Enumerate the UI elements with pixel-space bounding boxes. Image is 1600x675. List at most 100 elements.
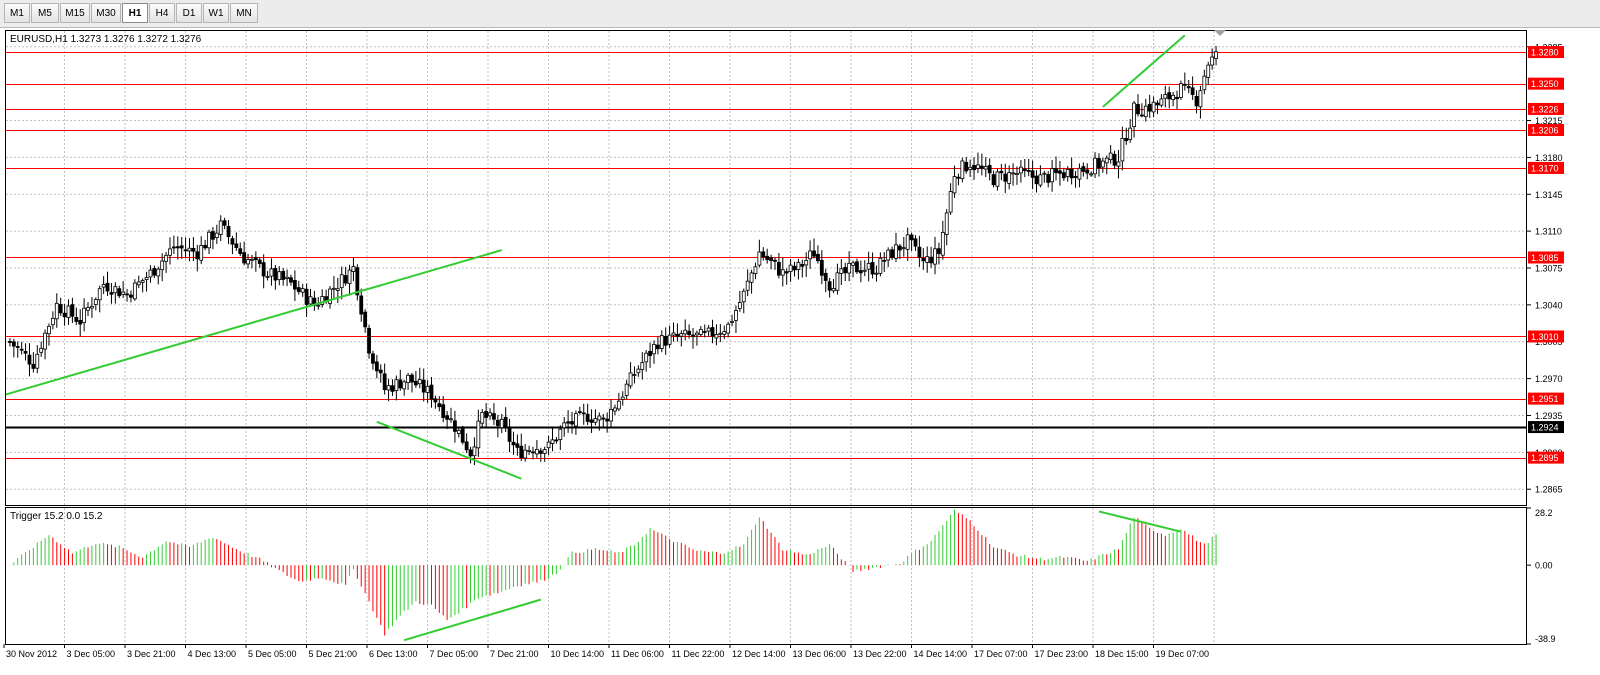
candle [125, 288, 129, 302]
trend-line[interactable] [5, 249, 503, 396]
candle [765, 248, 770, 264]
candle [281, 268, 286, 286]
candle [562, 417, 567, 437]
timeframe-button-m15[interactable]: M15 [60, 3, 90, 23]
candle [1151, 96, 1156, 118]
trend-line[interactable] [403, 598, 542, 642]
chart-shift-marker[interactable] [1214, 30, 1226, 36]
candle [523, 444, 528, 462]
candle [780, 257, 785, 287]
candle [207, 229, 211, 254]
candle [581, 403, 586, 425]
timeframe-button-mn[interactable]: MN [230, 3, 258, 23]
candle [519, 433, 524, 462]
candle [113, 282, 118, 304]
candle [308, 288, 313, 307]
candle [1007, 165, 1012, 190]
timeframe-button-h4[interactable]: H4 [149, 3, 175, 23]
candle [800, 259, 805, 278]
candle [78, 309, 83, 337]
candle [226, 220, 231, 245]
candle [31, 352, 36, 373]
candle [964, 156, 969, 174]
candle [406, 372, 410, 390]
candle [546, 435, 551, 456]
candle [449, 407, 453, 423]
candle [527, 445, 531, 456]
candle [437, 396, 442, 412]
candle [640, 352, 645, 380]
candle [265, 271, 270, 281]
candle [968, 159, 973, 177]
price-tick-label: 1.2865 [1535, 485, 1563, 495]
candle [304, 283, 309, 317]
candle [62, 303, 67, 326]
candle [948, 183, 953, 215]
trend-line[interactable] [1102, 34, 1186, 108]
candle [816, 245, 820, 264]
candle [343, 266, 348, 286]
timeframe-button-m1[interactable]: M1 [4, 3, 30, 23]
indicator-tick-label: -38.9 [1535, 634, 1556, 644]
candle [86, 302, 90, 317]
candle [1054, 156, 1058, 181]
candle [1061, 167, 1066, 182]
candle [1089, 171, 1094, 177]
candle [144, 271, 149, 292]
candle [289, 274, 293, 286]
time-axis-label: 17 Dec 07:00 [974, 649, 1028, 659]
trend-line[interactable] [1098, 510, 1182, 533]
svg-text:1.3250: 1.3250 [1531, 79, 1559, 89]
candle [753, 262, 758, 280]
candle [97, 285, 102, 313]
trend-line[interactable] [376, 420, 522, 480]
time-axis-label: 13 Dec 06:00 [793, 649, 847, 659]
candle [1128, 119, 1133, 143]
svg-text:1.3206: 1.3206 [1531, 126, 1559, 136]
candle [734, 305, 738, 333]
candle [277, 266, 282, 286]
candle [577, 406, 582, 415]
candle [58, 297, 63, 316]
candle [1190, 76, 1195, 100]
candle [913, 235, 918, 251]
candle [773, 257, 777, 270]
candle [866, 251, 871, 282]
timeframe-button-w1[interactable]: W1 [203, 3, 229, 23]
candle [726, 321, 731, 338]
candle [698, 326, 703, 337]
price-tick-label: 1.3215 [1535, 116, 1563, 126]
candle [378, 364, 383, 383]
time-axis-label: 11 Dec 06:00 [611, 649, 664, 659]
indicator-histogram [9, 509, 1217, 636]
timeframe-toolbar: M1 M5 M15 M30 H1 H4 D1 W1 MN [0, 0, 1600, 28]
candle [129, 290, 133, 303]
candle [23, 343, 28, 361]
candle [1038, 165, 1043, 188]
candle [531, 446, 535, 460]
candle [776, 253, 781, 279]
candle [722, 325, 727, 340]
timeframe-button-m30[interactable]: M30 [91, 3, 121, 23]
candle [140, 278, 145, 293]
candle [609, 399, 613, 427]
candle [925, 246, 930, 273]
candle [851, 260, 855, 278]
level-price-badge: 1.3085 [1528, 251, 1564, 264]
candle [1167, 86, 1172, 109]
price-tick-label: 1.2935 [1535, 411, 1563, 421]
level-price-badge: 1.2895 [1528, 451, 1564, 464]
candle [351, 257, 356, 282]
candle [823, 268, 828, 293]
candle [683, 319, 688, 341]
chart-area[interactable]: 1.32851.32151.31801.31451.31101.30751.30… [0, 28, 1600, 675]
timeframe-button-m5[interactable]: M5 [31, 3, 59, 23]
timeframe-button-d1[interactable]: D1 [176, 3, 202, 23]
candle [550, 428, 555, 452]
candle [1077, 163, 1082, 188]
timeframe-button-h1[interactable]: H1 [122, 3, 148, 23]
candle [737, 290, 742, 312]
candle [1186, 79, 1191, 94]
current-price-badge: 1.2924 [1528, 421, 1564, 434]
candle [644, 350, 649, 372]
